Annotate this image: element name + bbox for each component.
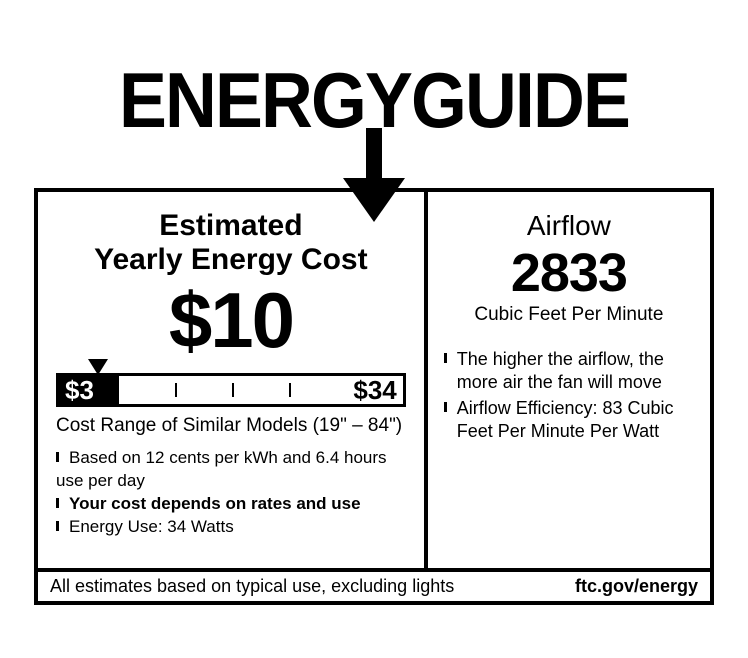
airflow-value: 2833 xyxy=(444,246,694,300)
footer-url: ftc.gov/energy xyxy=(575,576,698,597)
cost-scale: $3 $34 xyxy=(56,373,406,407)
cost-note: Energy Use: 34 Watts xyxy=(56,516,406,539)
scale-min-label: $3 xyxy=(59,376,119,404)
range-caption: Cost Range of Similar Models (19" – 84") xyxy=(56,415,406,437)
cost-note: Your cost depends on rates and use xyxy=(56,493,406,516)
cost-note: Based on 12 cents per kWh and 6.4 hours … xyxy=(56,447,406,493)
airflow-title: Airflow xyxy=(444,210,694,242)
airflow-notes-list: The higher the airflow, the more air the… xyxy=(444,348,694,442)
cost-notes-list: Based on 12 cents per kWh and 6.4 hours … xyxy=(56,447,406,539)
airflow-note: The higher the airflow, the more air the… xyxy=(444,348,694,393)
scale-tick xyxy=(232,383,234,397)
header: ENERGYGUIDE xyxy=(34,53,714,188)
footer-disclaimer: All estimates based on typical use, excl… xyxy=(50,576,454,597)
main-panel: Estimated Yearly Energy Cost $10 $3 $34 … xyxy=(34,188,714,572)
cost-column: Estimated Yearly Energy Cost $10 $3 $34 … xyxy=(38,192,428,568)
estimated-label-line2: Yearly Energy Cost xyxy=(56,244,406,276)
scale-tick xyxy=(175,383,177,397)
energy-guide-label: ENERGYGUIDE Estimated Yearly Energy Cost… xyxy=(34,53,714,605)
header-title: ENERGYGUIDE xyxy=(61,53,687,139)
footer: All estimates based on typical use, excl… xyxy=(34,572,714,605)
down-arrow-icon xyxy=(339,128,409,223)
airflow-column: Airflow 2833 Cubic Feet Per Minute The h… xyxy=(428,192,710,568)
yearly-cost-value: $10 xyxy=(56,281,406,359)
scale-bar: $3 $34 xyxy=(56,373,406,407)
scale-pointer-icon xyxy=(88,359,108,375)
scale-max-label: $34 xyxy=(347,376,402,404)
airflow-unit: Cubic Feet Per Minute xyxy=(444,304,694,326)
scale-tick xyxy=(289,383,291,397)
scale-track xyxy=(119,376,347,404)
airflow-note: Airflow Efficiency: 83 Cubic Feet Per Mi… xyxy=(444,397,694,442)
